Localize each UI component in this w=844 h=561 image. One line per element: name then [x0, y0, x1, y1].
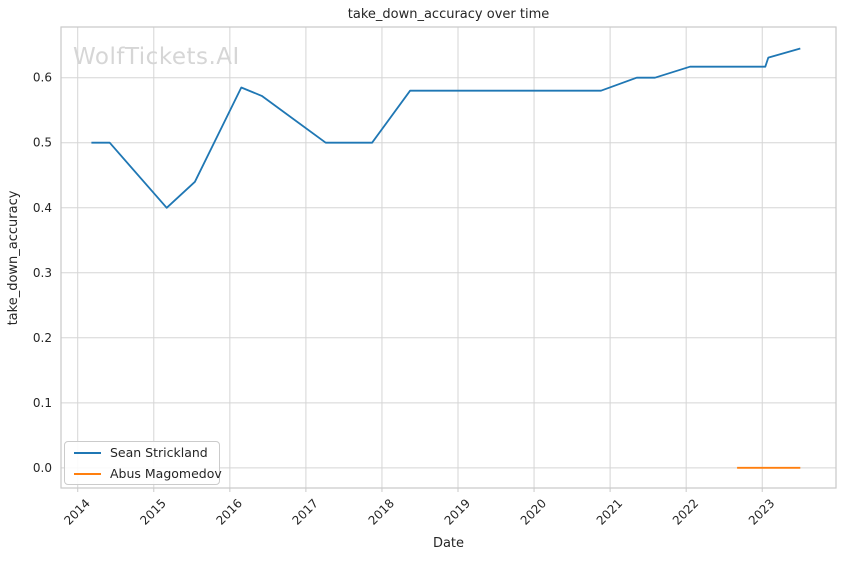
y-tick-labels: 0.0 0.1 0.2 0.3 0.4 0.5 0.6 [33, 71, 52, 475]
legend-swatch-abus-magomedov [74, 472, 101, 475]
y-tick-label: 0.0 [33, 461, 52, 475]
y-tick-label: 0.4 [33, 201, 52, 215]
chart-title: take_down_accuracy over time [347, 7, 550, 22]
x-tick-label: 2020 [518, 496, 549, 527]
legend-swatch-sean-strickland [74, 451, 101, 454]
legend-item-abus-magomedov: Abus Magomedov [65, 464, 222, 483]
x-tick-marks [77, 488, 763, 492]
x-tick-label: 2022 [670, 496, 701, 527]
x-tick-labels: 2014 2015 2016 2017 2018 2019 2020 2021 2022 2023 [61, 496, 777, 527]
y-axis-label: take_down_accuracy [6, 190, 21, 325]
y-tick-label: 0.3 [33, 266, 52, 280]
x-tick-label: 2014 [61, 496, 92, 527]
plot-border [60, 26, 837, 489]
x-axis-label: Date [432, 536, 465, 551]
x-tick-label: 2016 [213, 496, 244, 527]
y-tick-label: 0.1 [33, 396, 52, 410]
series-line-sean-strickland [91, 47, 801, 209]
gridlines [61, 27, 836, 488]
x-tick-label: 2019 [442, 496, 473, 527]
legend-label: Sean Strickland [110, 445, 208, 460]
x-tick-label: 2015 [137, 496, 168, 527]
x-tick-label: 2018 [366, 496, 397, 527]
watermark: WolfTickets.AI [73, 44, 240, 70]
legend: Sean Strickland Abus Magomedov [64, 441, 222, 485]
x-tick-label: 2021 [594, 496, 625, 527]
x-tick-label: 2023 [746, 496, 777, 527]
legend-label: Abus Magomedov [110, 466, 222, 481]
legend-item-sean-strickland: Sean Strickland [65, 443, 219, 462]
x-tick-label: 2017 [290, 496, 321, 527]
y-tick-label: 0.6 [33, 71, 52, 85]
y-tick-label: 0.2 [33, 331, 52, 345]
y-tick-label: 0.5 [33, 136, 52, 150]
